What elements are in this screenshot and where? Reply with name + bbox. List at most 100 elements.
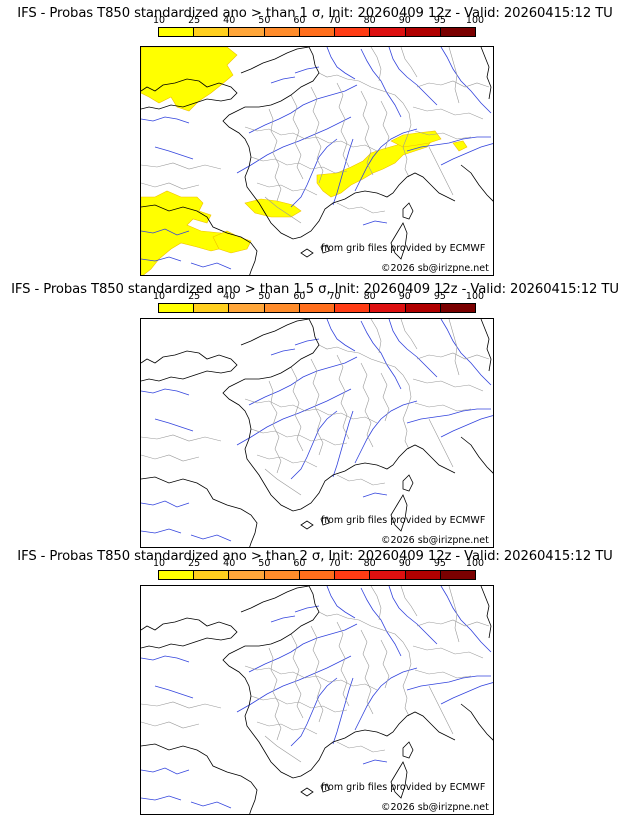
colorbar-tick-label: 90 [398, 15, 411, 26]
colorbar-tick-label: 90 [398, 558, 411, 569]
coastline-line [141, 476, 258, 547]
colorbar-tick-label: 10 [152, 291, 166, 302]
river-line [141, 500, 190, 508]
coastline-line [480, 586, 492, 639]
river-line [332, 677, 354, 745]
copyright-credit: ©2026 sb@irizpne.net [381, 263, 489, 274]
river-line [141, 388, 190, 396]
admin-border-line [360, 362, 374, 448]
river-line [236, 388, 352, 446]
admin-border-line [250, 695, 348, 713]
panel-title: IFS - Probas T850 standardized ano > tha… [11, 282, 619, 297]
admin-border-line [310, 625, 324, 723]
admin-border-line [318, 611, 412, 717]
admin-border-line [428, 146, 454, 196]
river-line [154, 146, 194, 160]
colorbar-swatch [299, 571, 336, 579]
colorbar-swatch [194, 28, 230, 36]
river-line [354, 400, 418, 464]
admin-border-line [414, 669, 472, 679]
admin-border-line [250, 156, 348, 174]
admin-border-line [256, 454, 318, 468]
map-svg [141, 47, 493, 275]
admin-border-line [336, 202, 386, 214]
map-panel-3: IFS - Probas T850 standardized ano > tha… [0, 548, 630, 822]
coastline [141, 319, 493, 547]
coastline-line [141, 204, 258, 275]
river-line [141, 528, 182, 534]
colorbar-swatch [405, 571, 441, 579]
colorbar-swatch [440, 571, 475, 579]
admin-border-line [336, 82, 350, 168]
admin-border-line [310, 86, 324, 184]
river-line [360, 587, 402, 657]
colorbar-labels: 10 25 40 50 60 70 80 90 95 100 [153, 15, 484, 26]
admin-border-line [141, 434, 222, 442]
coastline-line [300, 520, 314, 530]
river-line [406, 136, 491, 152]
data-source-credit: from grib files provided by ECMWF [321, 515, 486, 526]
colorbar-swatch [229, 28, 265, 36]
admin-border-line [428, 685, 454, 735]
river-line [141, 228, 190, 236]
river-line [294, 338, 320, 346]
river-line [362, 220, 388, 226]
colorbar-swatch [264, 304, 300, 312]
coastline-line [240, 319, 310, 346]
colorbar: 10 25 40 50 60 70 80 90 95 100 [153, 558, 484, 583]
colorbar-swatch [264, 571, 300, 579]
coastline [141, 47, 493, 275]
admin-border-line [141, 721, 200, 729]
river-line [332, 410, 354, 478]
admin-border-line [336, 474, 386, 486]
coastline-line [480, 47, 492, 100]
coastline-line [240, 586, 310, 613]
admin-border-line [448, 47, 460, 104]
colorbar-swatch [299, 28, 336, 36]
river-line [248, 356, 358, 406]
data-source-credit: from grib files provided by ECMWF [321, 243, 486, 254]
admin-border-line [416, 80, 490, 88]
colorbar-swatch [335, 304, 371, 312]
admin-border-line [416, 352, 490, 360]
admin-border-line [414, 130, 472, 140]
colorbar-tick-label: 10 [152, 15, 166, 26]
colorbar-swatch [159, 571, 195, 579]
colorbar-boxes [158, 303, 476, 313]
colorbar-tick-label: 100 [465, 15, 485, 26]
river-line [290, 677, 338, 747]
coastline-line [320, 516, 330, 526]
admin-border-line [400, 586, 418, 617]
colorbar-tick-label: 80 [363, 291, 376, 302]
river-line [270, 615, 296, 623]
colorbar-tick-label: 95 [433, 15, 446, 26]
river-line [440, 682, 493, 705]
rivers [141, 319, 493, 542]
river-line [388, 586, 438, 645]
colorbar-swatch [299, 304, 336, 312]
admin-border-line [412, 645, 484, 659]
colorbar-tick-label: 50 [258, 558, 271, 569]
admin-border-line [318, 72, 412, 178]
river-line [190, 262, 232, 270]
admin-border-line [141, 162, 222, 170]
coastline [141, 586, 493, 814]
colorbar-swatch [159, 28, 195, 36]
admin-border-line [400, 319, 418, 350]
admin-border-line [244, 398, 378, 424]
river-line [141, 116, 190, 124]
colorbar-tick-label: 25 [188, 291, 201, 302]
coastline-line [460, 436, 493, 474]
coastline-line [402, 474, 414, 492]
coastline-line [300, 248, 314, 258]
river-line [440, 586, 492, 653]
colorbar-labels: 10 25 40 50 60 70 80 90 95 100 [153, 558, 484, 569]
colorbar-swatch [194, 571, 230, 579]
coastline-line [320, 244, 330, 254]
coastline-line [141, 350, 238, 382]
admin-border-line [290, 94, 304, 180]
coastline-line [222, 319, 456, 512]
river-line [332, 138, 354, 206]
colorbar-tick-label: 40 [223, 15, 236, 26]
river-line [362, 492, 388, 498]
